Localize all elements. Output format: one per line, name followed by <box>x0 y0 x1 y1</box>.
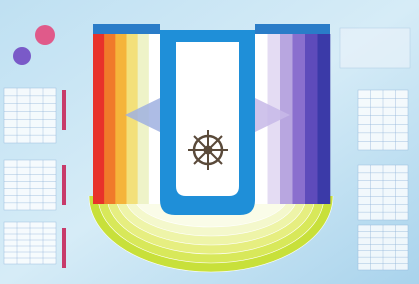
left-band <box>115 34 126 204</box>
right-band <box>305 34 318 204</box>
left-band <box>93 34 104 204</box>
left-band <box>104 34 115 204</box>
marker <box>62 228 66 268</box>
color-wheel <box>35 25 55 45</box>
panel <box>340 28 410 68</box>
right-band <box>293 34 306 204</box>
marker <box>62 165 66 205</box>
poster <box>0 0 419 284</box>
helm-wheel <box>188 130 228 170</box>
color-wheel <box>13 47 31 65</box>
left-cap <box>93 24 160 34</box>
marker <box>62 90 66 130</box>
right-band <box>280 34 293 204</box>
right-cap <box>255 24 330 34</box>
inner-panel <box>176 42 239 196</box>
right-band <box>318 34 331 204</box>
